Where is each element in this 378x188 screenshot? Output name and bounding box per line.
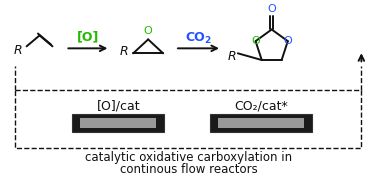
Text: R: R	[228, 50, 236, 63]
Text: O: O	[284, 36, 292, 46]
Bar	[210, 114, 311, 132]
Text: O: O	[251, 36, 260, 46]
Bar	[15, 90, 361, 148]
Text: 2: 2	[204, 36, 211, 45]
Text: continous flow reactors: continous flow reactors	[120, 163, 258, 176]
Bar	[218, 118, 304, 128]
Text: [O]/cat: [O]/cat	[96, 99, 140, 112]
Text: O: O	[267, 4, 276, 14]
Text: catalytic oxidative carboxylation in: catalytic oxidative carboxylation in	[85, 151, 293, 164]
Text: R: R	[120, 45, 129, 58]
Text: CO: CO	[186, 31, 205, 44]
Text: [O]: [O]	[77, 31, 99, 44]
Text: CO₂/cat*: CO₂/cat*	[234, 99, 288, 112]
Bar	[81, 118, 156, 128]
Text: R: R	[13, 44, 22, 57]
Text: O: O	[144, 27, 153, 36]
Bar	[73, 114, 164, 132]
